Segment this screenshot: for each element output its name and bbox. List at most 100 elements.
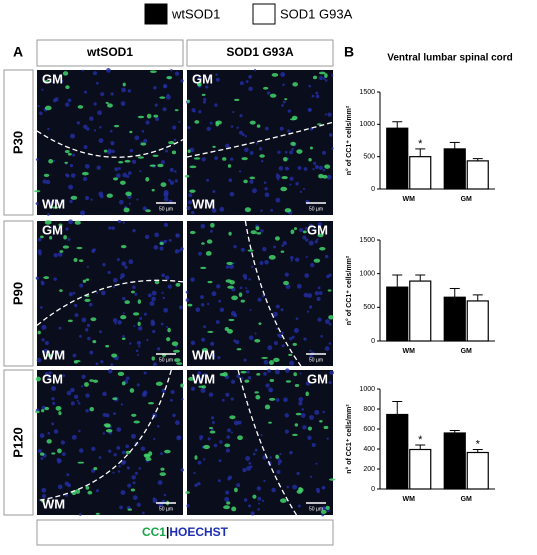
nucleus	[53, 159, 56, 162]
nucleus	[308, 84, 312, 88]
nucleus	[331, 147, 334, 150]
nucleus	[274, 369, 280, 375]
nucleus	[214, 156, 219, 160]
cc1-cell	[269, 379, 275, 382]
cc1-cell	[106, 193, 113, 198]
nucleus	[202, 100, 206, 104]
region-label: WM	[42, 347, 65, 362]
nucleus	[70, 401, 75, 406]
nucleus	[221, 398, 225, 402]
column-header-box	[36, 39, 184, 67]
nucleus	[308, 305, 313, 309]
nucleus	[203, 373, 207, 377]
nucleus	[284, 429, 289, 434]
cc1-cell	[189, 230, 196, 235]
nucleus	[83, 124, 88, 129]
cc1-cell	[89, 379, 94, 382]
column-header-box	[186, 39, 334, 67]
nucleus	[254, 448, 258, 452]
nucleus	[302, 235, 307, 240]
nucleus	[270, 208, 274, 212]
cc1-cell	[157, 163, 164, 168]
nucleus	[110, 141, 115, 146]
micrograph	[37, 221, 183, 366]
significance: *	[418, 138, 423, 150]
nucleus	[316, 238, 319, 241]
stain: HOECHST	[169, 525, 228, 539]
nucleus	[239, 114, 243, 118]
cc1-cell	[269, 93, 277, 98]
cc1-cell	[76, 246, 83, 250]
cc1-cell	[258, 322, 262, 325]
nucleus	[284, 166, 289, 171]
nucleus	[314, 165, 319, 170]
cc1-cell	[319, 419, 323, 423]
cc1-cell	[121, 381, 126, 386]
nucleus	[111, 149, 115, 154]
nucleus	[52, 98, 57, 103]
nucleus	[68, 184, 74, 190]
nucleus	[317, 317, 322, 322]
cc1-cell	[160, 182, 167, 187]
nucleus	[324, 346, 330, 351]
nucleus	[106, 68, 111, 73]
cc1-cell	[305, 391, 309, 397]
nucleus	[255, 142, 258, 145]
cc1-cell	[193, 157, 201, 160]
cc1-cell	[187, 303, 193, 307]
nucleus	[84, 195, 90, 201]
cc1-cell	[137, 115, 145, 119]
nucleus	[298, 401, 303, 406]
nucleus	[128, 259, 134, 265]
nucleus	[165, 94, 171, 100]
nucleus	[102, 263, 106, 267]
nucleus	[238, 170, 242, 173]
region-label: GM	[42, 71, 63, 86]
nucleus	[51, 81, 54, 84]
nucleus	[146, 338, 149, 342]
nucleus	[102, 391, 107, 397]
nucleus	[237, 420, 242, 425]
cc1-cell	[63, 235, 67, 240]
cc1-cell	[241, 157, 248, 161]
nucleus	[169, 167, 174, 172]
nucleus	[280, 72, 286, 77]
nucleus	[200, 387, 206, 393]
nucleus	[132, 228, 136, 233]
nucleus	[128, 202, 132, 205]
nucleus	[52, 401, 56, 405]
nucleus	[170, 398, 173, 402]
nucleus	[135, 349, 139, 353]
y-tick-label: 1000	[359, 386, 375, 393]
nucleus	[89, 116, 94, 121]
cc1-cell	[145, 209, 151, 213]
nucleus	[57, 458, 62, 463]
cc1-cell	[48, 159, 54, 164]
nucleus	[134, 292, 138, 296]
nucleus	[37, 104, 40, 108]
nucleus	[132, 495, 138, 501]
nucleus	[253, 68, 257, 72]
nucleus	[83, 145, 88, 150]
nucleus	[91, 446, 96, 452]
nucleus	[60, 440, 65, 445]
nucleus	[149, 301, 155, 307]
nucleus	[118, 167, 121, 170]
stain: CC1	[142, 525, 166, 539]
nucleus	[37, 237, 42, 242]
nucleus	[318, 291, 323, 295]
cc1-cell	[62, 71, 69, 76]
nucleus	[143, 312, 148, 316]
nucleus	[299, 228, 304, 233]
cc1-cell	[237, 435, 243, 441]
cc1-cell	[37, 330, 41, 335]
bar	[443, 432, 466, 490]
nucleus	[308, 240, 314, 246]
nucleus	[125, 376, 130, 381]
cc1-cell	[294, 423, 299, 427]
nucleus	[129, 148, 134, 153]
nucleus	[62, 374, 66, 378]
nucleus	[138, 345, 141, 348]
cc1-cell	[35, 376, 41, 382]
cc1-cell	[185, 491, 190, 494]
